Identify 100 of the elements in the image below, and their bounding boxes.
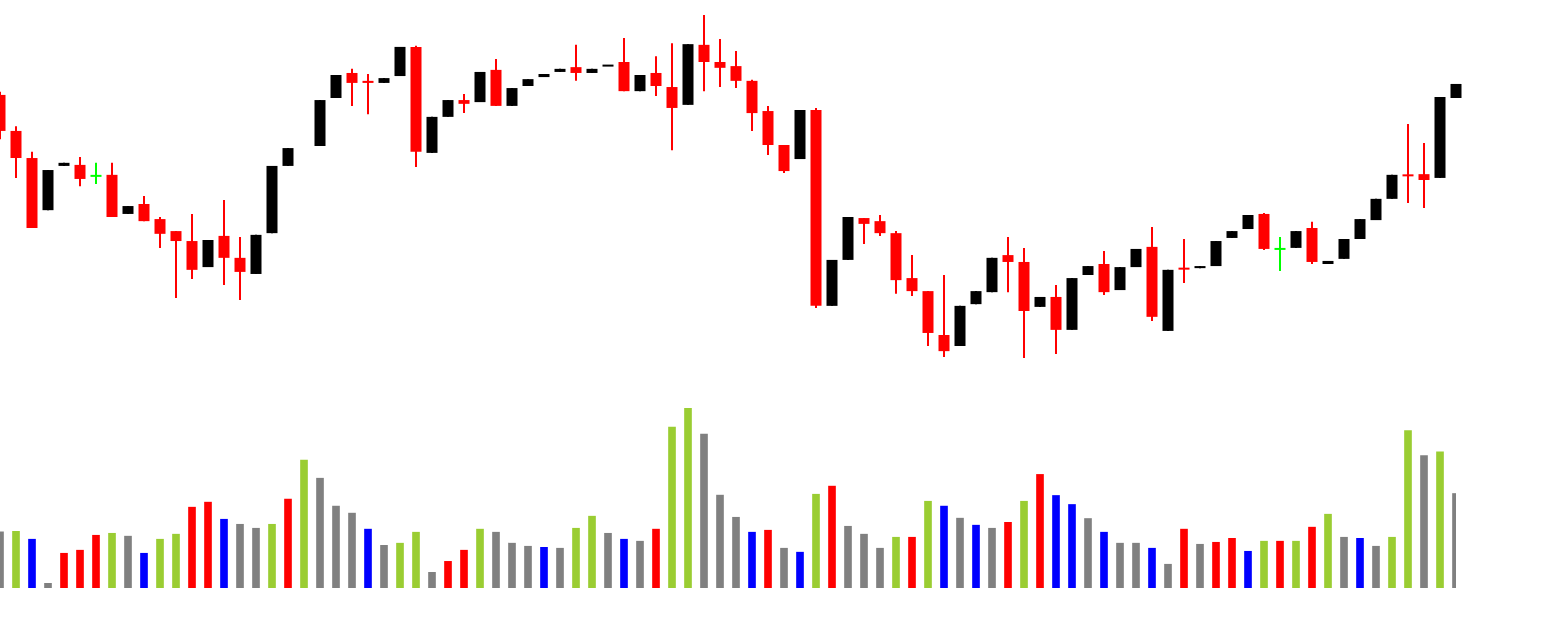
candlestick bbox=[1274, 235, 1286, 272]
candlestick bbox=[1418, 141, 1430, 210]
bar bbox=[316, 477, 324, 588]
bar bbox=[1276, 540, 1284, 588]
bar bbox=[492, 531, 500, 588]
bar bbox=[108, 532, 116, 588]
candlestick bbox=[666, 42, 678, 152]
bar bbox=[1324, 513, 1332, 588]
bar bbox=[60, 552, 68, 588]
bar bbox=[172, 533, 180, 588]
candlestick bbox=[170, 230, 182, 299]
candlestick bbox=[218, 198, 230, 286]
bar bbox=[668, 426, 676, 588]
bar bbox=[1132, 542, 1140, 588]
bar bbox=[956, 517, 964, 588]
bar bbox=[76, 549, 84, 588]
bar bbox=[1212, 541, 1220, 588]
bar bbox=[1420, 455, 1428, 588]
bar bbox=[396, 542, 404, 588]
candlestick bbox=[1178, 237, 1190, 284]
bar bbox=[780, 547, 788, 588]
bar bbox=[380, 545, 388, 588]
bar bbox=[556, 547, 564, 588]
bar bbox=[508, 542, 516, 588]
bar bbox=[476, 528, 484, 588]
bar bbox=[284, 498, 292, 588]
bar bbox=[1340, 536, 1348, 588]
bar bbox=[1308, 526, 1316, 588]
bar bbox=[332, 505, 340, 588]
bar bbox=[620, 538, 628, 588]
bar bbox=[1244, 550, 1252, 588]
bar bbox=[220, 518, 228, 588]
bar bbox=[684, 408, 692, 588]
bar bbox=[796, 551, 804, 588]
candlestick bbox=[570, 43, 582, 82]
bar bbox=[812, 493, 820, 588]
candlestick bbox=[874, 213, 886, 237]
bar bbox=[236, 523, 244, 588]
bar bbox=[732, 516, 740, 588]
candlestick bbox=[458, 92, 470, 115]
bar bbox=[748, 531, 756, 588]
bar bbox=[252, 527, 260, 588]
bar bbox=[1196, 543, 1204, 588]
bar bbox=[444, 561, 452, 588]
bar bbox=[1148, 547, 1156, 588]
bar bbox=[604, 532, 612, 588]
bar bbox=[460, 549, 468, 588]
candlestick bbox=[346, 67, 358, 107]
bar bbox=[860, 533, 868, 588]
bar bbox=[1436, 451, 1444, 588]
bar bbox=[1180, 528, 1188, 588]
bar bbox=[700, 433, 708, 588]
bar bbox=[636, 540, 644, 588]
bar bbox=[28, 538, 36, 588]
bar bbox=[764, 529, 772, 588]
candlestick bbox=[154, 216, 166, 249]
bar bbox=[1084, 518, 1092, 588]
bar bbox=[572, 527, 580, 588]
bar bbox=[1036, 474, 1044, 588]
candlestick bbox=[730, 50, 742, 90]
bar bbox=[124, 535, 132, 588]
bar bbox=[540, 546, 548, 588]
bar bbox=[364, 528, 372, 588]
bar bbox=[940, 505, 948, 588]
bar bbox=[844, 525, 852, 588]
bar bbox=[1292, 540, 1300, 588]
bar bbox=[268, 523, 276, 588]
bar bbox=[12, 530, 20, 588]
candlestick bbox=[1402, 123, 1414, 204]
candlestick bbox=[1002, 235, 1014, 294]
bar bbox=[1100, 531, 1108, 588]
candlestick bbox=[1354, 218, 1366, 240]
bar bbox=[300, 459, 308, 588]
bar bbox=[1052, 495, 1060, 588]
bar bbox=[188, 506, 196, 588]
candlestick bbox=[858, 217, 870, 246]
candlestick bbox=[362, 73, 374, 116]
candlestick bbox=[138, 195, 150, 223]
bar bbox=[1068, 504, 1076, 588]
bar bbox=[1164, 563, 1172, 588]
bar bbox=[1356, 537, 1364, 588]
bar bbox=[412, 531, 420, 588]
bar bbox=[1372, 545, 1380, 588]
bar bbox=[92, 534, 100, 588]
bar bbox=[988, 527, 996, 588]
candlestick bbox=[714, 38, 726, 89]
bar bbox=[44, 582, 52, 588]
bar bbox=[972, 524, 980, 588]
bar bbox=[1020, 500, 1028, 588]
candlestick bbox=[650, 55, 662, 97]
bar bbox=[1116, 542, 1124, 588]
bar bbox=[428, 572, 436, 588]
bar bbox=[348, 512, 356, 588]
bar bbox=[156, 538, 164, 588]
bar bbox=[652, 528, 660, 588]
bar bbox=[524, 545, 532, 588]
bar bbox=[1388, 536, 1396, 588]
bar bbox=[1260, 540, 1268, 588]
bar bbox=[876, 547, 884, 588]
candlestick bbox=[74, 156, 86, 188]
